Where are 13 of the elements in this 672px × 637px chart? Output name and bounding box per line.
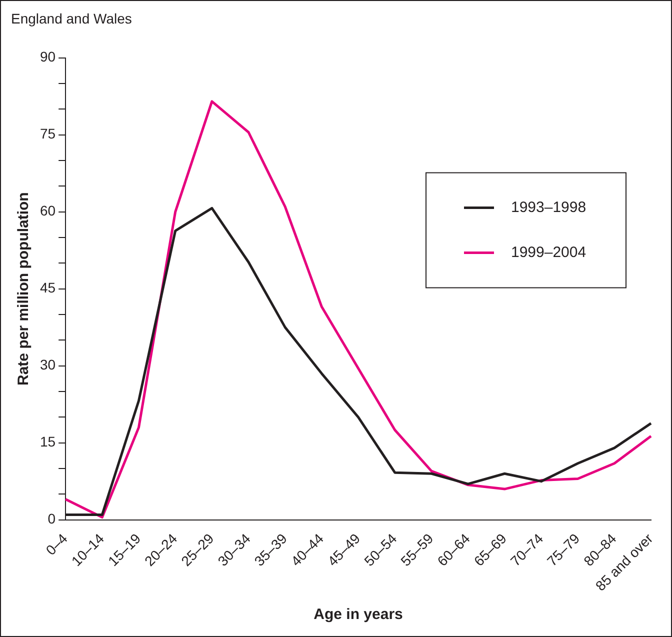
chart-title: England and Wales [11,10,132,26]
y-tick-label: 90 [40,48,56,65]
y-tick-label: 15 [40,434,56,450]
legend-label: 1999–2004 [511,244,586,261]
y-tick-label: 30 [40,356,56,373]
y-tick-label: 75 [40,126,56,142]
x-axis-title: Age in years [314,606,403,624]
y-tick-label: 0 [48,510,56,527]
x-tick-label: 0–4 [42,530,71,558]
y-tick-label: 60 [40,202,56,219]
y-tick-label: 45 [40,280,56,296]
legend-label: 1993–1998 [511,198,586,216]
y-axis-title: Rate per million population [15,192,32,386]
